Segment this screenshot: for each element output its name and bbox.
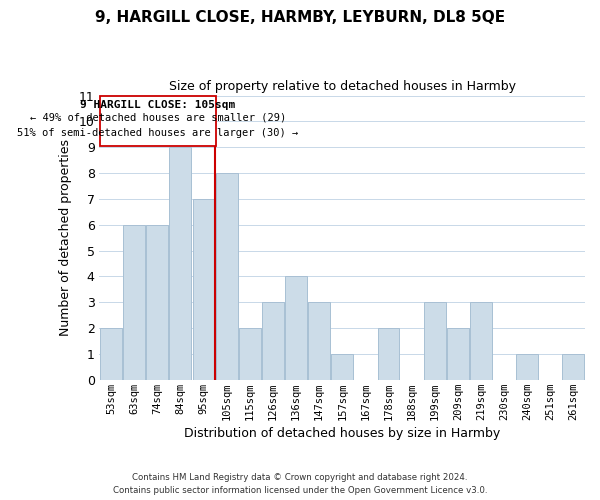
- Bar: [308, 302, 330, 380]
- Bar: [377, 328, 400, 380]
- Bar: [146, 224, 168, 380]
- Bar: [516, 354, 538, 380]
- Bar: [193, 199, 215, 380]
- Bar: [562, 354, 584, 380]
- FancyBboxPatch shape: [100, 96, 216, 146]
- Title: Size of property relative to detached houses in Harmby: Size of property relative to detached ho…: [169, 80, 516, 93]
- Text: 9, HARGILL CLOSE, HARMBY, LEYBURN, DL8 5QE: 9, HARGILL CLOSE, HARMBY, LEYBURN, DL8 5…: [95, 10, 505, 25]
- Bar: [100, 328, 122, 380]
- Bar: [215, 173, 238, 380]
- Bar: [123, 224, 145, 380]
- Y-axis label: Number of detached properties: Number of detached properties: [59, 139, 72, 336]
- Bar: [424, 302, 446, 380]
- Text: ← 49% of detached houses are smaller (29): ← 49% of detached houses are smaller (29…: [30, 112, 286, 122]
- X-axis label: Distribution of detached houses by size in Harmby: Distribution of detached houses by size …: [184, 427, 500, 440]
- Text: 9 HARGILL CLOSE: 105sqm: 9 HARGILL CLOSE: 105sqm: [80, 100, 236, 110]
- Bar: [239, 328, 261, 380]
- Text: Contains HM Land Registry data © Crown copyright and database right 2024.
Contai: Contains HM Land Registry data © Crown c…: [113, 474, 487, 495]
- Bar: [262, 302, 284, 380]
- Bar: [285, 276, 307, 380]
- Bar: [470, 302, 492, 380]
- Bar: [447, 328, 469, 380]
- Bar: [331, 354, 353, 380]
- Text: 51% of semi-detached houses are larger (30) →: 51% of semi-detached houses are larger (…: [17, 128, 299, 138]
- Bar: [169, 147, 191, 380]
